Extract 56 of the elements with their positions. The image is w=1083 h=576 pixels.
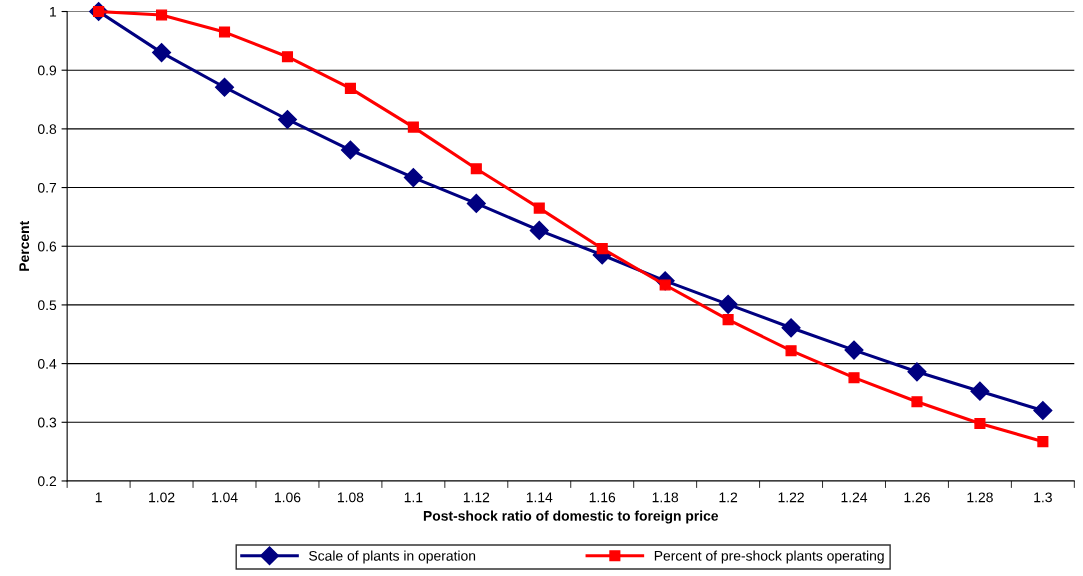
point	[974, 417, 986, 430]
point	[722, 314, 734, 326]
point	[466, 193, 486, 213]
x-tick-label: 1.12	[463, 492, 490, 503]
x-tick-label: 1	[95, 492, 102, 503]
y-tick-label: 0.2	[37, 476, 57, 487]
x-tick-label: 1.02	[149, 492, 175, 503]
point	[781, 318, 801, 338]
point	[214, 77, 235, 97]
y-tick-label: 0.6	[37, 241, 57, 252]
x-tick-label: 1.14	[526, 492, 553, 503]
point	[344, 82, 356, 94]
point	[152, 43, 172, 63]
point	[718, 294, 738, 314]
point	[1033, 401, 1053, 421]
point	[848, 372, 860, 384]
point	[533, 202, 545, 214]
y-axis-title: Percent	[19, 220, 30, 271]
point	[407, 121, 419, 133]
y-tick-label: 0.3	[37, 417, 57, 428]
point	[785, 345, 797, 357]
point	[340, 140, 360, 160]
point	[277, 109, 298, 130]
x-tick-label: 1.2	[719, 492, 738, 503]
y-tick-label: 0.4	[37, 358, 57, 369]
x-tick-label: 1.04	[212, 492, 238, 503]
x-axis-title: Post-shock ratio of domestic to foreign price	[423, 510, 719, 524]
y-tick-label: 1	[50, 7, 57, 17]
legend-label: Percent of pre-shock plants operating	[654, 550, 884, 564]
point	[218, 26, 231, 38]
point	[596, 243, 608, 255]
x-tick-label: 1.28	[967, 492, 993, 503]
point	[281, 51, 294, 63]
point	[911, 396, 923, 408]
point	[470, 163, 482, 175]
x-tick-label: 1.08	[337, 492, 364, 503]
point	[529, 220, 549, 240]
point	[844, 340, 864, 360]
point	[1037, 436, 1049, 448]
x-tick-label: 1.24	[841, 492, 868, 503]
y-tick-label: 0.8	[37, 124, 57, 135]
y-tick-label: 0.5	[37, 300, 57, 311]
point	[403, 168, 423, 188]
legend-label: Scale of plants in operation	[309, 550, 476, 564]
x-tick-label: 1.18	[652, 492, 679, 503]
x-tick-label: 1.06	[275, 492, 301, 503]
x-tick-label: 1.1	[404, 492, 423, 503]
point	[970, 381, 990, 401]
x-tick-label: 1.16	[589, 492, 616, 503]
point	[907, 362, 927, 382]
y-tick-label: 0.7	[37, 182, 57, 193]
point	[156, 9, 168, 21]
x-tick-label: 1.26	[904, 492, 930, 503]
y-tick-label: 0.9	[37, 65, 57, 76]
x-tick-label: 1.22	[778, 492, 804, 503]
x-tick-label: 1.3	[1034, 492, 1052, 503]
